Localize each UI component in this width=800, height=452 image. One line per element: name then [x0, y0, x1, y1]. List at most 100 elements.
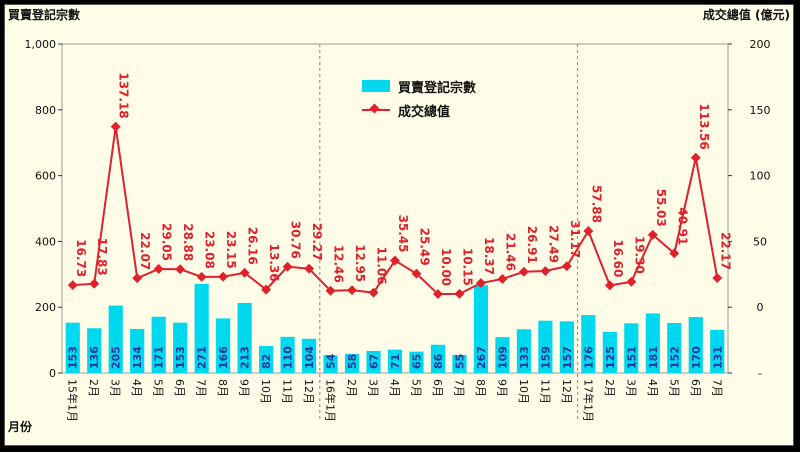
x-tick-label: 9月	[238, 379, 251, 397]
line-value-label: 17.83	[95, 238, 109, 276]
bar-value-label: 109	[496, 346, 509, 369]
bar	[237, 302, 252, 373]
left-tick-label: 800	[35, 104, 56, 117]
x-tick-label: 2月	[603, 379, 616, 397]
bar-value-label: 86	[432, 353, 445, 369]
x-tick-label: 9月	[495, 379, 508, 397]
bar	[323, 355, 338, 373]
bar-value-label: 170	[690, 346, 703, 369]
legend-bar-swatch	[362, 80, 390, 92]
line-value-label: 30.76	[289, 221, 303, 259]
line-marker	[583, 226, 594, 236]
x-tick-label: 8月	[474, 379, 487, 397]
x-tick-label: 7月	[452, 379, 465, 397]
bar	[538, 320, 553, 373]
line-value-label: 57.88	[589, 185, 603, 223]
right-tick-label: 200	[750, 38, 771, 51]
bar-value-label: 176	[582, 346, 595, 369]
bar-value-label: 133	[518, 346, 531, 369]
line-marker	[261, 284, 272, 295]
line-value-label: 25.49	[417, 228, 431, 266]
legend-bar-label: 買賣登記宗數	[398, 80, 477, 96]
line-marker	[540, 266, 551, 276]
x-tick-label: 11月	[538, 379, 551, 404]
line-marker	[647, 229, 658, 240]
left-tick-label: 600	[35, 170, 56, 183]
bar	[430, 344, 446, 373]
x-axis-title: 月份	[8, 420, 33, 434]
line-value-label: 10.15	[460, 248, 474, 286]
bar-value-label: 131	[711, 346, 724, 369]
x-tick-label: 5月	[667, 379, 680, 397]
bar-value-label: 166	[217, 346, 230, 369]
line-value-label: 113.56	[697, 103, 711, 149]
line-marker	[626, 276, 637, 287]
x-tick-label: 15年1月	[66, 379, 80, 422]
bar-value-label: 153	[67, 346, 80, 369]
right-tick-label: 100	[750, 170, 771, 183]
bar-value-label: 171	[153, 346, 166, 369]
bar-value-label: 153	[174, 346, 187, 369]
x-tick-label: 17年1月	[581, 379, 595, 422]
line-marker	[433, 289, 443, 299]
bar	[581, 315, 596, 373]
bar-value-label: 71	[389, 354, 402, 369]
line-marker	[669, 248, 680, 259]
x-tick-label: 8月	[216, 379, 229, 397]
x-tick-label: 6月	[431, 379, 444, 397]
line-marker	[304, 263, 315, 274]
bar	[473, 285, 489, 373]
bar	[87, 328, 102, 373]
bar	[130, 328, 145, 373]
legend-item-bars: 買賣登記宗數	[362, 74, 476, 98]
line-marker	[475, 278, 486, 288]
line-value-label: 11.06	[375, 247, 389, 285]
line-value-label: 31.17	[568, 220, 582, 258]
line-value-label: 55.03	[654, 189, 668, 227]
legend-item-line: 成交總值	[362, 98, 476, 122]
x-tick-label: 4月	[646, 379, 659, 397]
line-value-label: 40.91	[675, 207, 689, 245]
line-value-label: 23.15	[224, 231, 238, 269]
bar	[108, 305, 123, 373]
bar	[667, 322, 682, 373]
x-tick-label: 5月	[152, 379, 165, 397]
bar	[516, 329, 531, 373]
bar-value-label: 271	[196, 346, 209, 369]
line-value-label: 22.07	[138, 232, 152, 270]
left-tick-label: 1,000	[25, 38, 57, 51]
bar-value-label: 205	[110, 346, 123, 369]
line-value-label: 13.36	[267, 244, 281, 282]
x-tick-label: 2月	[345, 379, 358, 397]
legend-line-swatch	[362, 104, 390, 116]
bar-value-label: 104	[303, 346, 316, 369]
left-axis-title: 買賣登記宗數	[8, 8, 81, 22]
line-marker	[218, 271, 229, 282]
line-marker	[196, 271, 207, 282]
right-tick-label: -	[758, 367, 762, 380]
line-value-label: 27.49	[546, 225, 560, 263]
line-value-label: 35.45	[396, 215, 410, 253]
x-tick-label: 11月	[281, 379, 294, 404]
right-tick-label: 50	[753, 235, 767, 248]
line-value-label: 26.16	[246, 227, 260, 265]
line-marker	[175, 264, 186, 275]
x-tick-label: 6月	[173, 379, 186, 397]
x-tick-label: 2月	[87, 379, 100, 397]
bar	[173, 322, 188, 373]
line-marker	[497, 274, 508, 284]
bar	[216, 318, 231, 373]
x-tick-label: 6月	[689, 379, 702, 397]
bar	[409, 351, 424, 373]
line-value-label: 29.05	[160, 223, 174, 261]
bar	[624, 323, 639, 373]
bar-value-label: 55	[453, 354, 466, 369]
x-tick-label: 10月	[517, 379, 530, 404]
bar-value-label: 65	[410, 354, 423, 369]
line-marker	[153, 264, 164, 274]
legend-line-label: 成交總值	[398, 104, 451, 120]
line-value-label: 19.30	[632, 236, 646, 274]
line-value-label: 10.00	[439, 248, 453, 286]
line-marker	[518, 266, 529, 277]
x-tick-label: 12月	[302, 379, 315, 404]
